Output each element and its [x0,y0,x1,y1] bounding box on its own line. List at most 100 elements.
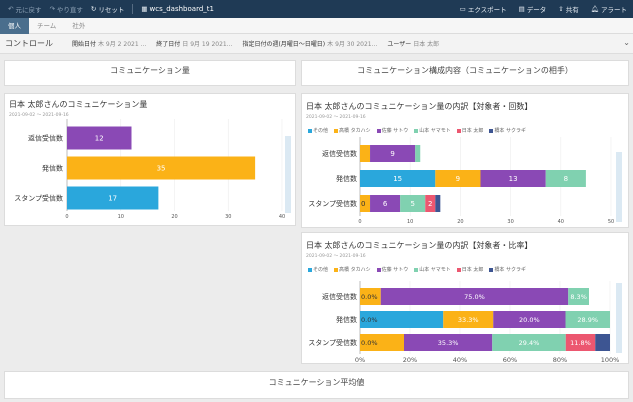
legend-item[interactable]: 山本 ヤマモト [414,266,451,273]
legend-item[interactable]: 橋本 サクラギ [489,266,526,273]
legend-swatch [376,267,381,272]
data-label: 35.3% [438,339,459,347]
bar-segment [565,334,596,351]
data-label: 29.4% [519,339,540,347]
bar-segment [595,334,610,351]
data-button[interactable]: ▤ データ [518,5,547,14]
undo-icon: ↶ [8,5,14,13]
legend-swatch [334,267,339,272]
bar-segment [443,311,494,328]
bar-segment [493,311,566,328]
week-range-value[interactable]: 木 9月 30 2021... [327,41,378,48]
y-category-label: スタンプ受信数 [14,194,63,203]
x-tick-label: 50 [608,219,614,225]
data-label: 11.8% [570,339,591,347]
average-panel-title: コミュニケーション平均値 [268,378,365,387]
redo-button[interactable]: ↷ やり直す [49,5,83,14]
x-tick-label: 40 [558,219,564,225]
x-tick-label: 20 [457,219,463,225]
end-date-value[interactable]: 日 9月 19 2021... [182,41,233,48]
bar-segment [435,170,481,187]
data-label: 12 [95,135,104,143]
legend-item[interactable]: 佐藤 サトウ [376,127,408,134]
user-value[interactable]: 日本 太郎 [413,41,440,48]
start-date-value[interactable]: 木 9月 2 2021 ... [98,41,147,48]
legend-item[interactable]: 山本 ヤマモト [414,127,451,134]
legend-label: その他 [313,128,329,134]
y-category-label: 返信受信数 [322,292,357,301]
x-tick-label: 0 [65,214,68,220]
legend-item[interactable]: 日本 太郎 [456,127,484,134]
undo-button[interactable]: ↶ 元に戻す [8,5,42,14]
legend-label: 日本 太郎 [461,128,484,134]
legend-label: その他 [313,267,329,273]
bar-segment [360,170,436,187]
composition-header-panel: コミュニケーション構成内容（コミュニケーションの相手） [301,60,629,86]
database-icon: ▤ [518,5,525,13]
data-label: 75.0% [464,293,485,301]
tab-personal[interactable]: 個人 [0,18,29,34]
export-button[interactable]: ▭ エクスポート [459,5,507,14]
bar-segment [360,145,371,162]
legend-swatch [489,128,494,133]
legend-item[interactable]: その他 [308,266,328,273]
x-tick-label: 10 [407,219,413,225]
legend-swatch [334,128,339,133]
bar-segment [370,145,416,162]
bar [67,126,132,150]
bar [67,186,159,210]
x-tick-label: 40% [453,356,467,363]
bar-segment [370,195,401,212]
breakdown-ratio-chart: 0% 20% 40% 60% 80% 100% 返信受信数 75.0% 8.3% 0.0% 発信数 3… [308,281,619,363]
bar-segment [480,170,546,187]
legend-item[interactable]: 橋本 サクラギ [489,127,526,134]
data-label: 0.0% [361,339,378,347]
x-tick-label: 20 [171,214,177,220]
chart-legend: その他 高橋 タカハシ 佐藤 サトウ 山本 ヤマモト 日本 太郎 橋本 サクラギ [308,266,532,273]
data-label: 9 [456,175,460,183]
bar-segment [545,170,586,187]
tab-team[interactable]: チーム [37,22,57,30]
x-tick-label: 20% [403,356,417,363]
legend-item[interactable]: その他 [308,127,328,134]
share-button[interactable]: ⇪ 共有 [558,5,579,14]
legend-item[interactable]: 日本 太郎 [456,266,483,273]
legend-item[interactable]: 高橋 タカハシ [334,127,371,134]
reset-icon: ↻ [90,5,97,13]
bar-segment [425,195,436,212]
chart-scrollbar[interactable] [616,152,622,222]
bar-segment [360,311,444,328]
x-tick-label: 60% [503,356,517,363]
bar-segment [360,195,371,212]
reset-button[interactable]: ↻ リセット [90,5,125,14]
chart-title: 日本 太郎さんのコミュニケーション量の内訳【対象者・比率】 [306,241,533,250]
legend-label: 山本 ヤマモト [419,128,451,134]
y-category-label: 発信数 [336,315,357,324]
alert-button[interactable]: 🔔︎ アラート [590,5,627,14]
data-label: 0 [361,200,365,208]
legend-swatch [414,267,419,272]
volume-header-panel: コミュニケーション量 [4,60,296,86]
legend-label: 高橋 タカハシ [339,267,371,273]
chevron-down-icon[interactable]: ⌄ [623,38,630,47]
bar-segment [360,288,381,305]
x-tick-label: 0% [355,356,365,363]
legend-swatch [308,267,312,272]
data-label: 28.9% [577,316,598,324]
legend-swatch [376,128,381,133]
chart-scrollbar[interactable] [285,136,291,213]
bar-segment [404,334,493,351]
chart-date-range: 2021-09-02 〜 2021-09-16 [9,113,69,118]
breakdown-count-panel: 日本 太郎さんのコミュニケーション量の内訳【対象者・回数】 2021-09-02… [301,93,629,228]
y-category-label: スタンプ受信数 [308,199,357,208]
chart-date-range: 2021-09-02 〜 2021-09-16 [306,115,366,120]
legend-swatch [456,267,461,272]
legend-item[interactable]: 高橋 タカハシ [334,266,371,273]
x-tick-label: 30 [507,219,513,225]
data-label: 17 [108,195,117,203]
bar-segment [492,334,566,351]
chart-scrollbar[interactable] [616,283,622,353]
tab-external[interactable]: 社外 [72,22,86,30]
legend-item[interactable]: 佐藤 サトウ [376,266,408,273]
y-category-label: 返信受信数 [322,149,357,158]
